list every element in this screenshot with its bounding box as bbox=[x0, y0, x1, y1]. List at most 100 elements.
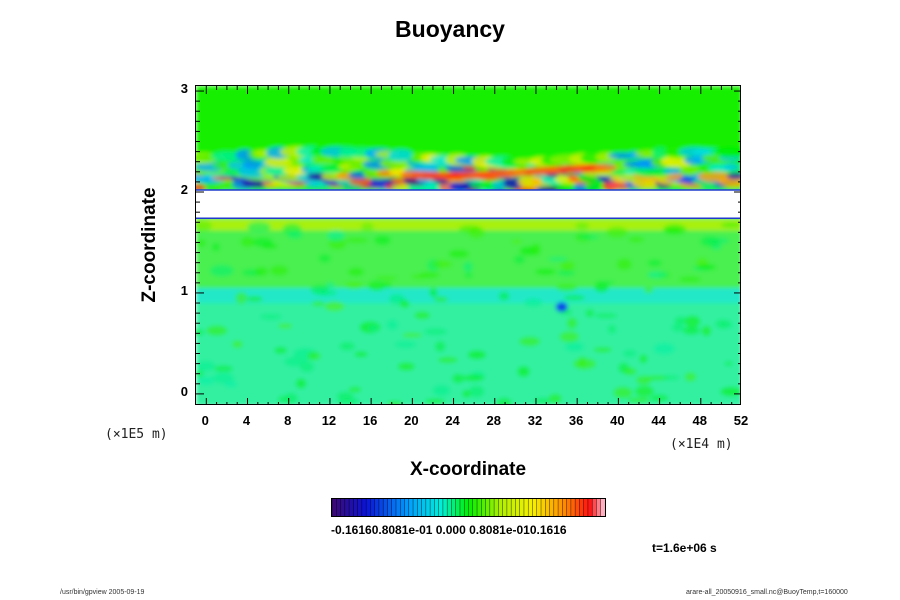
field-patch bbox=[647, 271, 669, 279]
colorbar-swatch bbox=[383, 499, 388, 516]
x-tick-label: 4 bbox=[242, 413, 251, 428]
field-patch bbox=[348, 386, 362, 393]
field-patch bbox=[665, 227, 681, 233]
field-patch bbox=[437, 356, 458, 363]
colorbar-swatch bbox=[549, 499, 555, 516]
field-patch bbox=[684, 372, 697, 382]
colorbar-swatch bbox=[477, 499, 482, 516]
field-patch bbox=[628, 236, 645, 243]
field-patch bbox=[328, 238, 347, 250]
field-patch bbox=[259, 313, 282, 320]
field-patch bbox=[606, 226, 628, 238]
field-patch bbox=[720, 386, 740, 397]
chart-title: Buoyancy bbox=[395, 16, 505, 42]
field-patch bbox=[432, 385, 451, 397]
field-patch bbox=[235, 291, 248, 304]
field-patch bbox=[627, 397, 651, 403]
field-patch bbox=[653, 343, 675, 355]
field-patch bbox=[414, 311, 431, 320]
field-patch bbox=[496, 397, 512, 404]
field-patch bbox=[274, 347, 288, 354]
field-patch bbox=[547, 257, 569, 262]
field-patch bbox=[463, 261, 473, 273]
field-patch bbox=[511, 239, 522, 244]
field-patch bbox=[315, 289, 338, 297]
field-patch bbox=[386, 319, 399, 330]
field-patch bbox=[697, 171, 732, 183]
field-patch bbox=[564, 342, 585, 352]
field-patch bbox=[374, 276, 398, 281]
field-patch bbox=[535, 268, 556, 275]
colorbar-swatch bbox=[357, 499, 363, 516]
colorbar bbox=[331, 498, 606, 517]
field-patch bbox=[468, 226, 485, 239]
colorbar-swatch bbox=[340, 499, 346, 516]
field-patch bbox=[623, 349, 637, 358]
field-patch bbox=[593, 347, 612, 353]
colorbar-swatch bbox=[566, 499, 572, 516]
field-patch bbox=[246, 296, 263, 302]
field-patch bbox=[213, 365, 234, 372]
colorbar-swatch bbox=[502, 499, 508, 516]
field-patch bbox=[197, 376, 215, 386]
colorbar-swatch bbox=[511, 499, 516, 516]
colorbar-swatch bbox=[438, 499, 444, 516]
colorbar-swatch bbox=[395, 499, 401, 516]
field-patch bbox=[270, 265, 289, 276]
colorbar-swatch bbox=[421, 499, 427, 516]
colorbar-swatch bbox=[353, 499, 359, 516]
field-patch bbox=[360, 222, 374, 232]
field-patch bbox=[344, 281, 364, 290]
colorbar-swatch bbox=[336, 499, 342, 516]
colorbar-tick-labels: -0.16160.8081e-01 0.000 0.8081e-010.1616 bbox=[331, 523, 567, 537]
field-patch bbox=[557, 269, 576, 276]
field-patch bbox=[196, 239, 207, 247]
field-patch bbox=[247, 221, 271, 233]
field-patch bbox=[339, 342, 355, 351]
field-patch bbox=[524, 297, 543, 307]
field-patch bbox=[325, 282, 335, 288]
colorbar-swatch bbox=[523, 499, 529, 516]
colorbar-swatch bbox=[455, 499, 461, 516]
colorbar-swatch bbox=[541, 499, 546, 516]
colorbar-swatch bbox=[528, 499, 533, 516]
field-patch bbox=[662, 375, 680, 380]
field-patch bbox=[723, 163, 740, 171]
field-warm-edge bbox=[196, 218, 740, 231]
field-front bbox=[196, 287, 740, 304]
colorbar-swatch bbox=[430, 499, 435, 516]
field-patch bbox=[715, 319, 731, 329]
field-patch bbox=[700, 235, 720, 247]
field-patch bbox=[607, 324, 617, 334]
field-patch bbox=[254, 267, 269, 276]
field-patch bbox=[423, 328, 448, 336]
field-patch bbox=[635, 375, 652, 385]
field-patch bbox=[394, 341, 417, 348]
colorbar-swatches bbox=[331, 499, 606, 516]
colorbar-swatch bbox=[425, 499, 431, 516]
field-patch bbox=[563, 295, 586, 301]
colorbar-swatch bbox=[545, 499, 551, 516]
field-patch bbox=[422, 183, 440, 191]
colorbar-swatch bbox=[413, 499, 418, 516]
x-tick-label: 0 bbox=[201, 413, 209, 428]
x-axis-label: X-coordinate bbox=[409, 459, 527, 480]
field-patch bbox=[336, 392, 354, 401]
field-patch bbox=[282, 165, 308, 176]
colorbar-swatch bbox=[374, 499, 380, 516]
field-patch bbox=[517, 366, 530, 377]
field-patch bbox=[252, 237, 274, 248]
colorbar-swatch bbox=[592, 499, 597, 516]
field-patch bbox=[424, 398, 446, 404]
colorbar-swatch bbox=[515, 499, 521, 516]
colorbar-swatch bbox=[575, 499, 580, 516]
field-patch bbox=[724, 361, 733, 366]
field-patch bbox=[462, 390, 471, 398]
colorbar-swatch bbox=[519, 499, 525, 516]
z-unit-label: (×1E5 m) bbox=[105, 427, 168, 442]
field-patch bbox=[386, 400, 403, 404]
field-patch bbox=[592, 163, 617, 172]
colorbar-swatch bbox=[408, 499, 414, 516]
field-patch bbox=[419, 271, 440, 279]
colorbar-swatch bbox=[417, 499, 423, 516]
